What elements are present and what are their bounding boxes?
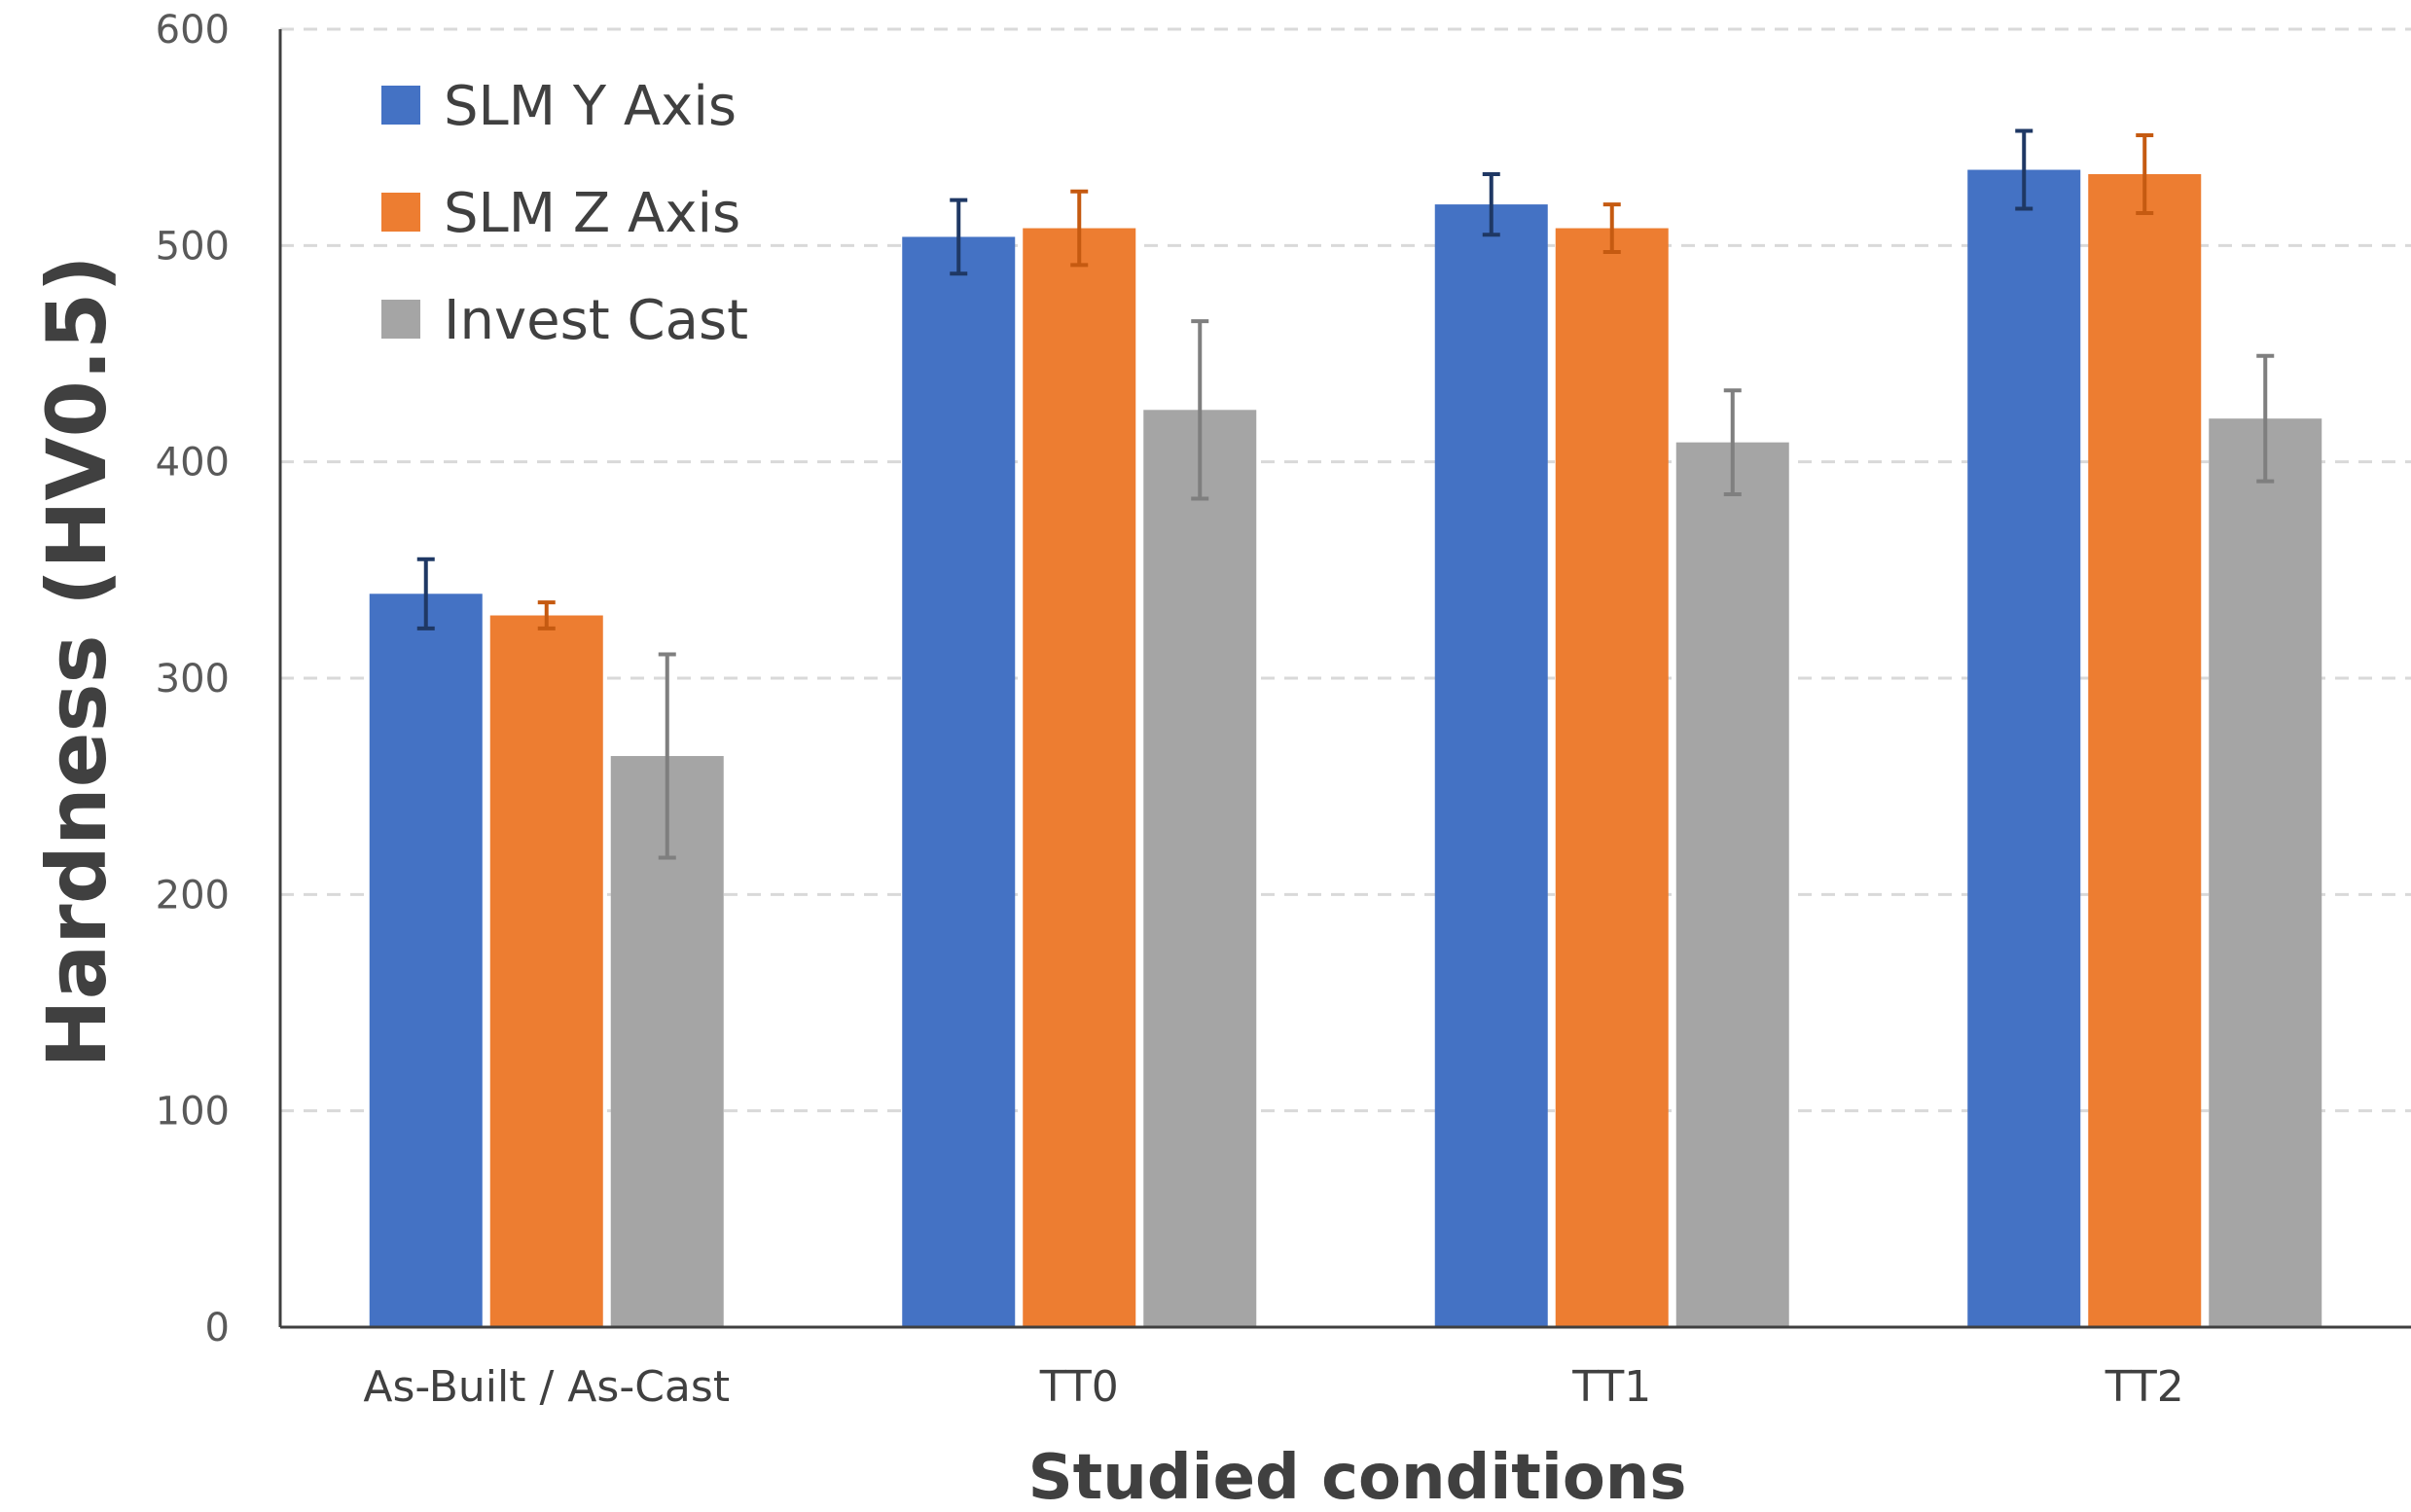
y-tick-label: 500 (156, 224, 230, 269)
bar (1434, 204, 1548, 1328)
x-category-label: As-Built / As-Cast (363, 1362, 730, 1412)
bar (369, 594, 483, 1327)
y-tick-label: 100 (156, 1090, 230, 1134)
bar (2209, 418, 2322, 1327)
bar (1023, 228, 1136, 1328)
bar (1675, 442, 1789, 1327)
x-category-label: TT2 (2105, 1362, 2184, 1412)
y-tick-label: 200 (156, 873, 230, 918)
legend-swatch (381, 300, 420, 339)
legend-label: SLM Z Axis (444, 182, 740, 245)
y-tick-label: 600 (156, 8, 230, 53)
legend-swatch (381, 193, 420, 232)
x-category-labels: As-Built / As-Cast TT0 TT1 TT2 (363, 1362, 2183, 1412)
bar (1555, 228, 1669, 1328)
axes (278, 29, 2411, 1329)
y-tick-labels: 0 100 200 300 400 500 600 (156, 8, 230, 1350)
x-category-label: TT0 (1039, 1362, 1119, 1412)
bar (1967, 169, 2081, 1328)
x-axis-title: Studied conditions (1028, 1442, 1687, 1512)
legend-swatch (381, 86, 420, 125)
legend-label: SLM Y Axis (444, 75, 737, 138)
y-tick-label: 400 (156, 441, 230, 486)
error-bars (416, 128, 2275, 860)
legend-label: Invest Cast (444, 289, 748, 352)
legend: SLM Y Axis SLM Z Axis Invest Cast (381, 75, 748, 352)
y-axis-title: Hardness (HV0.5) (29, 255, 125, 1067)
bar (489, 615, 603, 1327)
bar (1143, 410, 1257, 1328)
y-tick-label: 0 (205, 1306, 230, 1350)
bar (902, 236, 1016, 1328)
bar (2088, 173, 2202, 1327)
x-category-label: TT1 (1571, 1362, 1651, 1412)
y-tick-label: 300 (156, 657, 230, 702)
